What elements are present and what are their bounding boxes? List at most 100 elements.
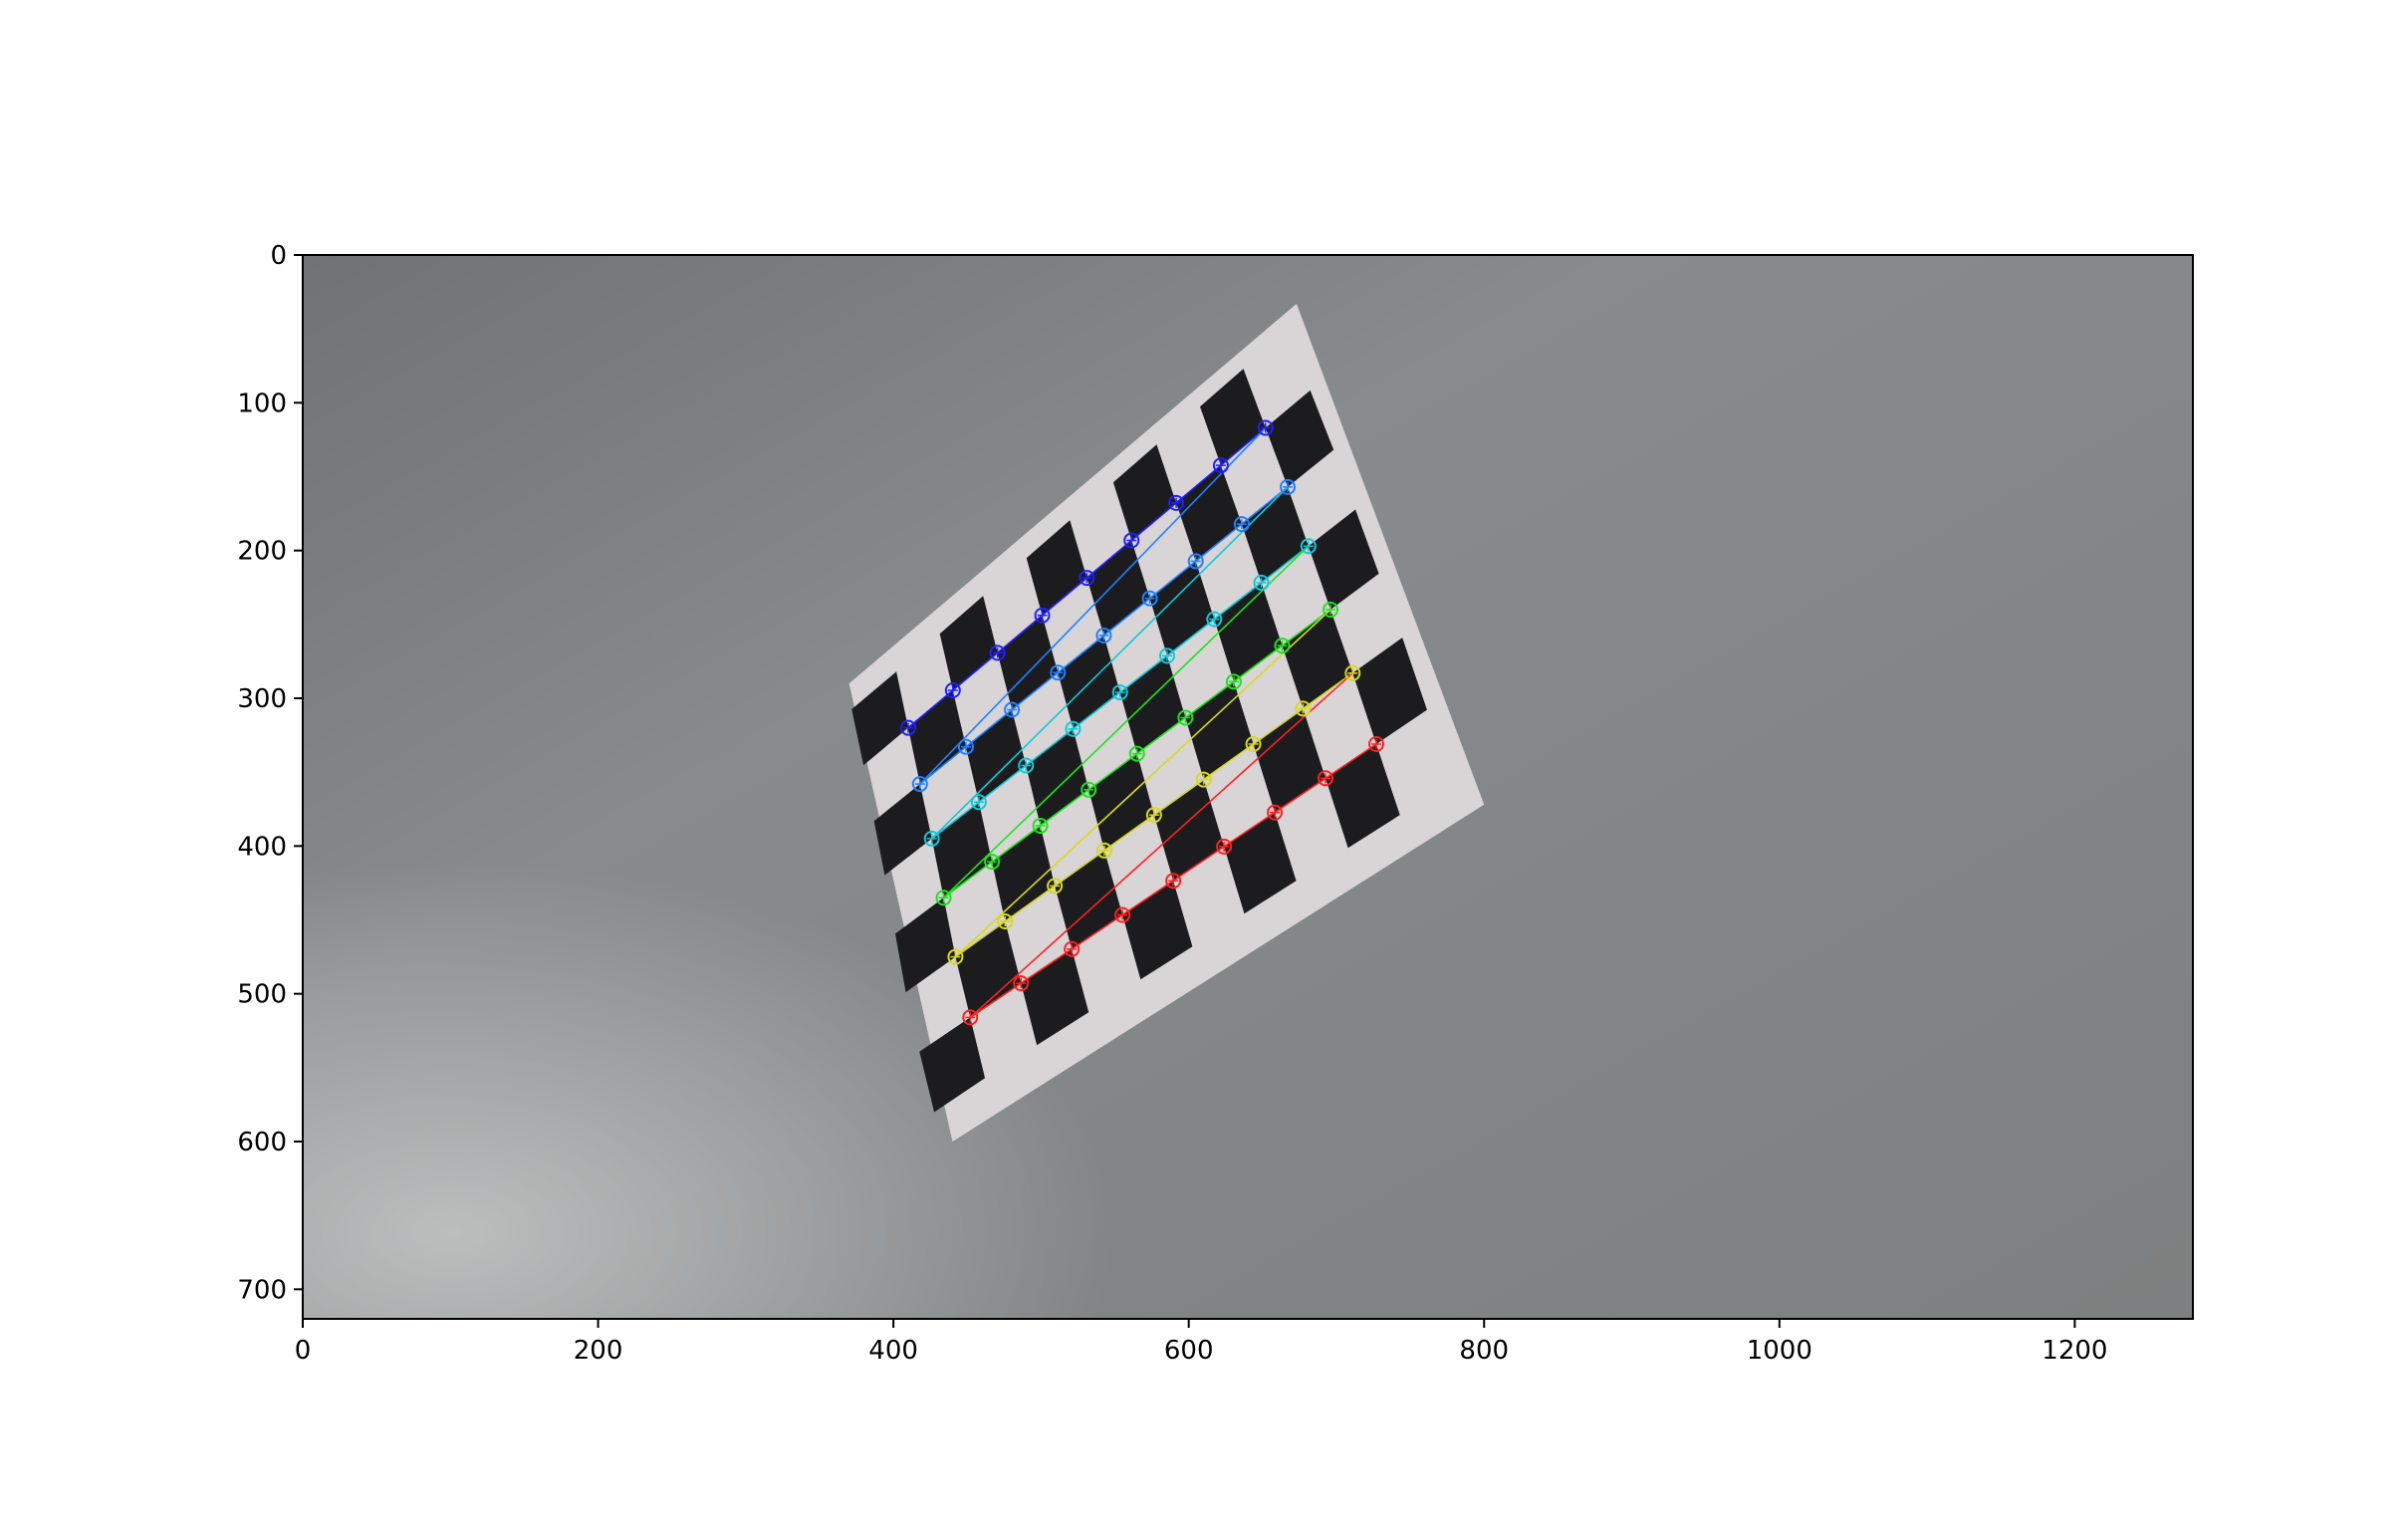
x-axis-ticks: 0 200 400 600 800 1000 1200 [295, 1319, 2107, 1366]
x-tick-label: 0 [295, 1336, 312, 1366]
corner-marker [1267, 804, 1284, 821]
corner-link-line [1025, 728, 1074, 767]
corner-link-line [919, 746, 967, 785]
corner-marker [1013, 975, 1030, 992]
checker-square [919, 1017, 986, 1113]
corner-marker [1318, 770, 1334, 787]
x-tick-label: 1200 [2042, 1336, 2107, 1366]
corner-marker [935, 890, 952, 906]
corner-marker [1004, 701, 1021, 718]
corner-link-line [1172, 846, 1225, 882]
corner-marker [962, 1009, 979, 1026]
corner-link-line [1072, 691, 1121, 730]
corner-link-line [1166, 619, 1215, 656]
checker-square [1224, 812, 1297, 914]
corner-link-line [954, 609, 1331, 958]
corner-link-line [919, 426, 1267, 785]
corner-marker [997, 912, 1014, 929]
corner-link-line [978, 764, 1027, 803]
corner-marker [1128, 745, 1145, 762]
corner-marker [957, 738, 974, 755]
checker-square [997, 615, 1059, 710]
corner-marker [970, 794, 987, 811]
corner-link-line [1130, 502, 1177, 542]
y-tick-label: 500 [237, 980, 287, 1010]
corner-marker [1114, 906, 1131, 923]
checker-square [1021, 948, 1089, 1046]
corner-link-line [1241, 486, 1289, 525]
checker-square [1026, 520, 1087, 616]
corner-link-line [1302, 672, 1353, 710]
checker-square [1282, 610, 1353, 709]
corner-marker [1300, 538, 1317, 555]
corner-marker [923, 830, 940, 847]
corner-link-line [1121, 880, 1174, 916]
y-tick-label: 0 [270, 241, 287, 271]
corner-marker [1323, 602, 1339, 618]
corner-marker [1280, 478, 1297, 495]
corner-marker [1018, 757, 1035, 774]
corner-marker [1233, 516, 1250, 533]
corner-link-line [1071, 913, 1123, 950]
corner-marker [1295, 700, 1312, 717]
y-tick-label: 100 [237, 388, 287, 418]
corner-link-line [1223, 811, 1276, 848]
corner-link-line [943, 861, 993, 898]
corner-link-line [1149, 560, 1197, 600]
corner-marker [1274, 638, 1291, 654]
corner-link-line [1087, 752, 1138, 791]
corner-marker [1032, 817, 1049, 834]
x-tick-label: 600 [1164, 1336, 1214, 1366]
x-tick-label: 200 [574, 1336, 623, 1366]
corner-link-line [1020, 948, 1073, 984]
checker-square [1058, 635, 1120, 729]
corner-link-line [1103, 814, 1155, 852]
corner-link-line [1004, 885, 1056, 922]
corner-link-line [1203, 743, 1255, 781]
corner-link-line [1281, 609, 1331, 646]
checker-square [1253, 708, 1326, 813]
checker-square [1112, 444, 1177, 541]
corner-link-line [1153, 778, 1205, 816]
corner-link-line [991, 825, 1042, 863]
corner-marker [1187, 553, 1204, 570]
corner-marker [1111, 684, 1128, 701]
checker-square [1122, 881, 1193, 980]
corner-marker [1095, 627, 1112, 643]
corner-marker [1034, 607, 1051, 624]
corner-marker [911, 776, 928, 793]
axes-frame [302, 254, 2194, 1320]
corner-link-line [1220, 426, 1267, 466]
corner-link-line [907, 689, 954, 729]
corner-marker [1165, 873, 1182, 890]
corner-link-line [1042, 577, 1087, 617]
corner-link-line [965, 708, 1013, 748]
corner-marker [1257, 419, 1274, 436]
corner-link-line [1136, 716, 1186, 755]
corner-marker [1168, 494, 1185, 511]
corner-link-line [1040, 789, 1089, 827]
corner-marker [1177, 709, 1194, 726]
y-axis-ticks: 0 100 200 300 400 500 600 700 [237, 241, 303, 1305]
corner-marker [1081, 781, 1097, 798]
corner-marker [1344, 664, 1361, 681]
corner-marker [1145, 807, 1162, 824]
checker-square [873, 784, 932, 876]
corner-link-line [1184, 680, 1235, 719]
corner-link-line [997, 615, 1044, 654]
corner-link-line [1102, 598, 1151, 637]
corner-link-line [969, 672, 1353, 1018]
corner-link-line [1195, 523, 1243, 563]
y-tick-label: 200 [237, 537, 287, 567]
checker-square [931, 802, 993, 898]
corner-link-line [931, 801, 980, 840]
corner-link-line [1261, 545, 1310, 584]
corner-marker [1212, 457, 1229, 474]
corner-link-line [1253, 707, 1304, 745]
corner-link-line [1054, 850, 1105, 888]
checker-square [851, 671, 908, 766]
checker-square [1149, 561, 1215, 656]
corner-link-line [1213, 582, 1263, 621]
corner-link-line [1233, 644, 1283, 682]
image-area [303, 255, 2193, 1319]
